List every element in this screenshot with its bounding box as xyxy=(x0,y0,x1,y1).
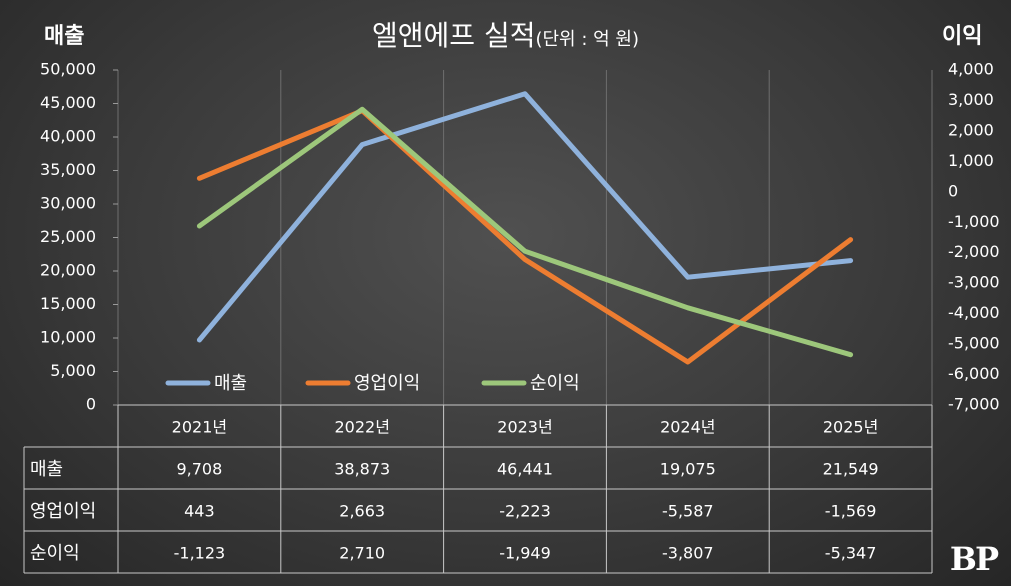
legend-label: 매출 xyxy=(214,373,247,394)
series-line xyxy=(196,91,854,343)
left-axis-tick-label: 20,000 xyxy=(40,261,96,280)
right-axis-tick-label: -6,000 xyxy=(948,364,1000,383)
right-axis-tick-label: 3,000 xyxy=(948,90,994,109)
right-axis-tick-label: -5,000 xyxy=(948,334,1000,353)
left-axis-tick-label: 30,000 xyxy=(40,194,96,213)
series-line xyxy=(196,106,854,358)
table-cell-value: -1,949 xyxy=(499,544,551,563)
category-label: 2023년 xyxy=(497,418,552,437)
left-axis-tick-label: 0 xyxy=(86,395,96,414)
right-axis-tick-label: -3,000 xyxy=(948,273,1000,292)
left-axis-tick-label: 40,000 xyxy=(40,127,96,146)
chart-title: 엘앤에프 실적(단위 : 억 원) xyxy=(0,14,1011,54)
chart-title-unit: (단위 : 억 원) xyxy=(535,29,639,50)
left-axis-tick-label: 15,000 xyxy=(40,294,96,313)
table-series-name: 영업이익 xyxy=(30,501,96,522)
bp-watermark-logo: BP xyxy=(949,540,999,578)
table-cell-value: -2,223 xyxy=(499,502,551,521)
left-axis-tick-label: 10,000 xyxy=(40,328,96,347)
table-cell-value: -5,587 xyxy=(662,502,714,521)
legend-label: 영업이익 xyxy=(354,373,420,394)
left-axis-tick-label: 25,000 xyxy=(40,227,96,246)
right-axis-tick-label: -7,000 xyxy=(948,395,1000,414)
table-cell-value: 443 xyxy=(184,502,215,521)
chart-title-main: 엘앤에프 실적 xyxy=(372,19,536,52)
table-cell-value: 2,710 xyxy=(339,544,385,563)
right-axis-tick-label: 2,000 xyxy=(948,120,994,139)
table-cell-value: 46,441 xyxy=(497,460,553,479)
table-cell-value: 9,708 xyxy=(176,460,222,479)
category-label: 2024년 xyxy=(660,418,715,437)
left-axis-title: 매출 xyxy=(44,24,85,49)
left-axis-tick-label: 5,000 xyxy=(50,361,96,380)
right-axis-title: 이익 xyxy=(942,24,983,49)
category-label: 2022년 xyxy=(334,418,389,437)
table-cell-value: 2,663 xyxy=(339,502,385,521)
right-axis-tick-label: -4,000 xyxy=(948,303,1000,322)
table-cell-value: 19,075 xyxy=(660,460,716,479)
table-cell-value: -3,807 xyxy=(662,544,714,563)
table-cell-value: -5,347 xyxy=(825,544,877,563)
right-axis-tick-label: -2,000 xyxy=(948,242,1000,261)
legend-label: 순이익 xyxy=(530,373,580,394)
left-axis-tick-label: 45,000 xyxy=(40,93,96,112)
table-cell-value: 21,549 xyxy=(823,460,879,479)
table-series-name: 매출 xyxy=(30,459,63,480)
left-axis-tick-label: 50,000 xyxy=(40,60,96,79)
table-cell-value: 38,873 xyxy=(334,460,390,479)
category-label: 2025년 xyxy=(823,418,878,437)
right-axis-tick-label: -1,000 xyxy=(948,212,1000,231)
table-series-name: 순이익 xyxy=(30,543,80,564)
right-axis-tick-label: 4,000 xyxy=(948,60,994,79)
table-cell-value: -1,569 xyxy=(825,502,877,521)
table-cell-value: -1,123 xyxy=(174,544,226,563)
right-axis-tick-label: 1,000 xyxy=(948,151,994,170)
left-axis-tick-label: 35,000 xyxy=(40,160,96,179)
category-label: 2021년 xyxy=(172,418,227,437)
right-axis-tick-label: 0 xyxy=(948,181,958,200)
